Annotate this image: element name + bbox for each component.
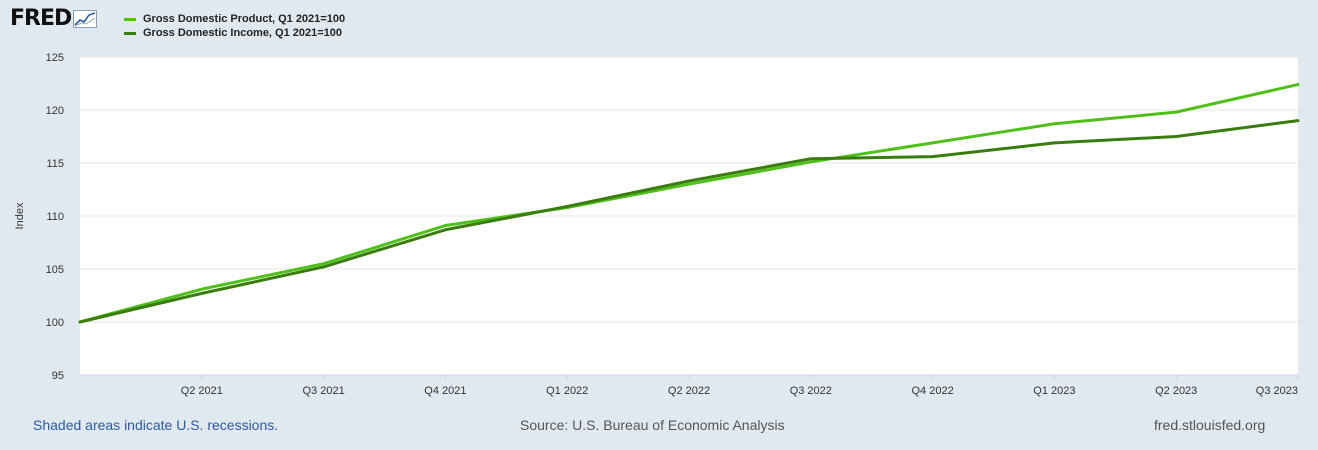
y-tick-label: 100 — [46, 317, 64, 329]
site-link[interactable]: fred.stlouisfed.org — [1154, 417, 1266, 433]
series-line-gdi[interactable] — [78, 119, 1300, 324]
legend-item-gdi[interactable]: Gross Domestic Income, Q1 2021=100 — [124, 26, 345, 40]
recession-note-link[interactable]: Shaded areas indicate U.S. recessions. — [33, 417, 279, 433]
y-tick-label: 105 — [46, 264, 64, 276]
x-tick-label: Q2 2021 — [181, 385, 223, 397]
x-tick-label: Q3 2021 — [302, 385, 344, 397]
x-tick-label: Q2 2022 — [668, 385, 710, 397]
x-tick-label: Q4 2022 — [911, 385, 953, 397]
legend-swatch-gdp — [124, 17, 136, 21]
y-axis-title: Index — [14, 202, 26, 229]
x-tick-label: Q2 2023 — [1155, 385, 1197, 397]
chart-line-icon — [73, 9, 98, 28]
x-tick-label: Q1 2023 — [1033, 385, 1075, 397]
x-tick-label: Q3 2023 — [1256, 385, 1298, 397]
legend-label-gdi: Gross Domestic Income, Q1 2021=100 — [143, 27, 343, 39]
x-tick-label: Q4 2021 — [424, 385, 466, 397]
fred-logo-text: FRED — [10, 6, 72, 31]
series-lines — [78, 83, 1300, 324]
x-tick-label: Q3 2022 — [790, 385, 832, 397]
y-tick-label: 120 — [46, 105, 64, 117]
x-tick-label: Q1 2022 — [546, 385, 588, 397]
chart-legend: Gross Domestic Product, Q1 2021=100 Gros… — [124, 12, 345, 40]
legend-swatch-gdi — [124, 31, 136, 35]
legend-item-gdp[interactable]: Gross Domestic Product, Q1 2021=100 — [124, 12, 345, 26]
y-tick-label: 110 — [46, 211, 64, 223]
source-note: Source: U.S. Bureau of Economic Analysis — [520, 417, 785, 433]
legend-label-gdp: Gross Domestic Product, Q1 2021=100 — [143, 13, 346, 25]
y-tick-label: 95 — [52, 370, 64, 382]
series-line-gdp[interactable] — [78, 83, 1300, 324]
y-tick-label: 125 — [46, 52, 64, 64]
y-axis: 95 100 105 110 115 120 125 — [46, 52, 64, 382]
line-chart: 95 100 105 110 115 120 125 Q2 2021 Q3 2021 Q4 20… — [14, 52, 1300, 397]
fred-logo[interactable]: FRED — [10, 6, 98, 31]
y-tick-label: 115 — [46, 158, 64, 170]
x-axis: Q2 2021 Q3 2021 Q4 2021 Q1 2022 Q2 2022 Q3 20… — [80, 374, 1299, 397]
